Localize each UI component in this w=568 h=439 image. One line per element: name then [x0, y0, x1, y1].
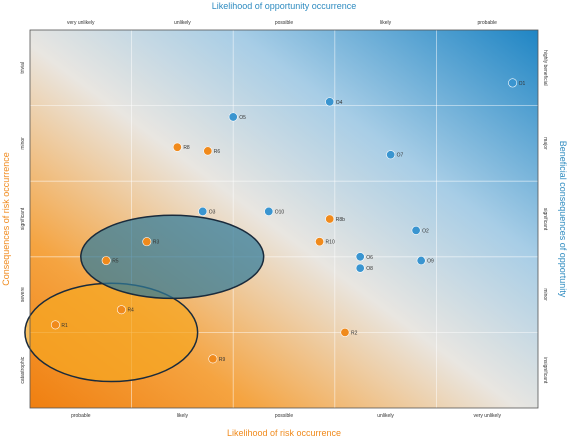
right-tick-label: major	[542, 137, 548, 150]
point-label: O10	[275, 209, 285, 215]
tick-labels: very unlikely unlikely possible likely proba…	[20, 20, 548, 419]
right-tick-label: highly beneficial	[542, 50, 548, 86]
data-point	[355, 263, 365, 273]
data-point	[142, 237, 152, 247]
right-tick-label: significant	[542, 208, 548, 231]
point-label: R2	[351, 330, 358, 336]
regions	[24, 214, 265, 383]
bottom-tick-label: very unlikely	[473, 413, 501, 419]
data-point	[203, 146, 213, 156]
point-label: R5	[112, 259, 119, 265]
point-label: R9	[219, 357, 226, 363]
point-label: O4	[336, 100, 343, 106]
data-point	[508, 78, 518, 88]
point-label: O5	[239, 115, 246, 121]
point-label: R6	[214, 149, 221, 155]
right-tick-label: insignificant	[542, 357, 548, 384]
right-axis-title: Beneficial consequences of opportunity	[558, 141, 568, 298]
data-point	[386, 150, 396, 160]
data-point	[172, 142, 182, 152]
point-label: R1	[61, 323, 68, 329]
point-label: O1	[519, 81, 526, 87]
data-point	[228, 112, 238, 122]
region-ellipse	[80, 214, 265, 300]
data-point	[416, 256, 426, 266]
data-point	[264, 206, 274, 216]
data-point	[340, 327, 350, 337]
data-point	[116, 305, 126, 315]
bottom-tick-label: likely	[177, 413, 189, 419]
bottom-tick-label: possible	[275, 413, 294, 419]
point-label: O2	[422, 228, 429, 234]
left-tick-label: catastrophic	[20, 356, 26, 383]
top-tick-label: unlikely	[174, 20, 191, 26]
top-tick-label: probable	[477, 20, 497, 26]
point-label: O8	[366, 266, 373, 272]
point-label: O3	[209, 209, 216, 215]
plot-frame	[29, 29, 539, 409]
data-point	[198, 206, 208, 216]
data-point	[208, 354, 218, 364]
data-point	[355, 252, 365, 262]
top-tick-label: likely	[380, 20, 392, 26]
point-label: R8b	[336, 217, 345, 223]
left-axis-title: Consequences of risk occurrence	[1, 152, 11, 286]
bottom-tick-label: probable	[71, 413, 91, 419]
left-tick-label: significant	[20, 207, 26, 230]
data-point	[315, 237, 325, 247]
data-point	[325, 214, 335, 224]
data-points: R8 R6 R5 R3 R4 R1 R9 R8b R10 R2 O1 O4 O5 O7 O3 O10 O2 O6 O…	[50, 78, 526, 364]
data-point	[50, 320, 60, 330]
left-tick-label: severe	[20, 287, 26, 302]
data-point	[325, 97, 335, 107]
point-label: R8	[183, 145, 190, 151]
left-tick-label: trivial	[20, 62, 26, 74]
data-point	[411, 225, 421, 235]
top-tick-label: very unlikely	[67, 20, 95, 26]
bottom-axis-title: Likelihood of risk occurrence	[227, 428, 341, 438]
point-label: R10	[326, 240, 335, 246]
point-label: O7	[397, 153, 404, 159]
data-point	[101, 256, 111, 266]
right-tick-label: minor	[542, 288, 548, 301]
left-tick-label: minor	[20, 137, 26, 150]
point-label: R3	[153, 240, 160, 246]
point-label: O6	[366, 255, 373, 261]
point-label: R4	[127, 308, 134, 314]
top-axis-title: Likelihood of opportunity occurrence	[212, 1, 357, 11]
top-tick-label: possible	[275, 20, 294, 26]
bottom-tick-label: unlikely	[377, 413, 394, 419]
point-label: O9	[427, 259, 434, 265]
